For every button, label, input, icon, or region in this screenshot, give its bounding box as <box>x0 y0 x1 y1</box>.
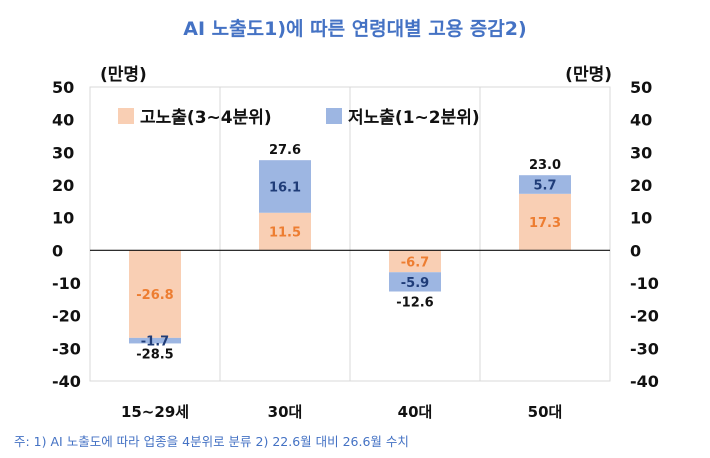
left-unit-label: (만명) <box>100 65 147 85</box>
bar-segment-high <box>129 250 181 338</box>
y-tick-label-right: 0 <box>630 241 641 260</box>
data-label-high: -26.8 <box>136 288 173 303</box>
y-tick-label-left: 20 <box>52 176 74 195</box>
x-category-label: 15~29세 <box>121 403 189 421</box>
y-tick-label-left: -20 <box>52 307 81 326</box>
y-tick-label-right: -20 <box>630 307 659 326</box>
gridlines <box>89 86 611 382</box>
data-label-low: 16.1 <box>269 180 301 195</box>
y-tick-label-right: 20 <box>630 176 652 195</box>
chart-title: AI 노출도1)에 따른 연령대별 고용 증감2) <box>183 18 526 40</box>
axes: 50 50 40 40 30 30 20 20 10 10 0 0 -10 -10 -20 -20 -30 -30… <box>52 78 659 391</box>
footnote: 주: 1) AI 노출도에 따라 업종을 4분위로 분류 2) 22.6월 대비… <box>14 434 409 449</box>
bar-segment-high <box>389 250 441 273</box>
data-labels: 15~29세 -26.8 -1.7-28.5 30대 11.5 16.1 27.6 40대 -6… <box>121 143 562 421</box>
y-tick-label-right: 40 <box>630 111 652 130</box>
data-label-total: -12.6 <box>396 295 433 310</box>
x-category-label: 50대 <box>528 403 563 421</box>
bar-segment-low <box>129 337 181 344</box>
data-label-high: 11.5 <box>269 226 301 241</box>
y-tick-label-right: 10 <box>630 209 652 228</box>
y-tick-label-left: -30 <box>52 339 81 358</box>
y-tick-label-left: -40 <box>52 372 81 391</box>
data-label-high: 17.3 <box>529 216 561 231</box>
bar-segment-low <box>389 272 441 292</box>
y-tick-label-left: 40 <box>52 111 74 130</box>
legend-label-low: 저노출(1~2분위) <box>348 108 480 128</box>
data-label-low: 5.7 <box>533 179 556 194</box>
data-label-total: 23.0 <box>529 158 561 173</box>
bar-segment-low <box>259 160 311 213</box>
y-tick-label-left: 30 <box>52 143 74 162</box>
bars <box>129 160 571 344</box>
y-tick-label-left: 50 <box>52 78 74 97</box>
legend: 고노출(3~4분위) 저노출(1~2분위) <box>118 108 480 128</box>
data-label-low: -1.7 <box>141 335 169 350</box>
right-unit-label: (만명) <box>565 65 612 85</box>
y-tick-label-left: -10 <box>52 274 81 293</box>
x-category-label: 30대 <box>268 403 303 421</box>
bar-segment-high <box>259 212 311 251</box>
y-tick-label-right: 30 <box>630 143 652 162</box>
y-tick-label-left: 0 <box>52 241 63 260</box>
y-tick-label-right: -40 <box>630 372 659 391</box>
y-tick-label-left: 10 <box>52 209 74 228</box>
data-label-high: -6.7 <box>401 255 429 270</box>
plot-border <box>89 86 611 382</box>
legend-label-high: 고노출(3~4분위) <box>140 108 272 128</box>
legend-swatch-low <box>326 108 342 124</box>
y-tick-label-right: -10 <box>630 274 659 293</box>
x-category-label: 40대 <box>398 403 433 421</box>
bar-segment-high <box>519 193 571 251</box>
data-label-total: -28.5 <box>136 347 173 362</box>
data-label-total: 27.6 <box>269 143 301 158</box>
y-tick-label-right: 50 <box>630 78 652 97</box>
bar-segment-low <box>519 175 571 194</box>
legend-swatch-high <box>118 108 134 124</box>
data-label-low: -5.9 <box>401 276 429 291</box>
y-tick-label-right: -30 <box>630 339 659 358</box>
